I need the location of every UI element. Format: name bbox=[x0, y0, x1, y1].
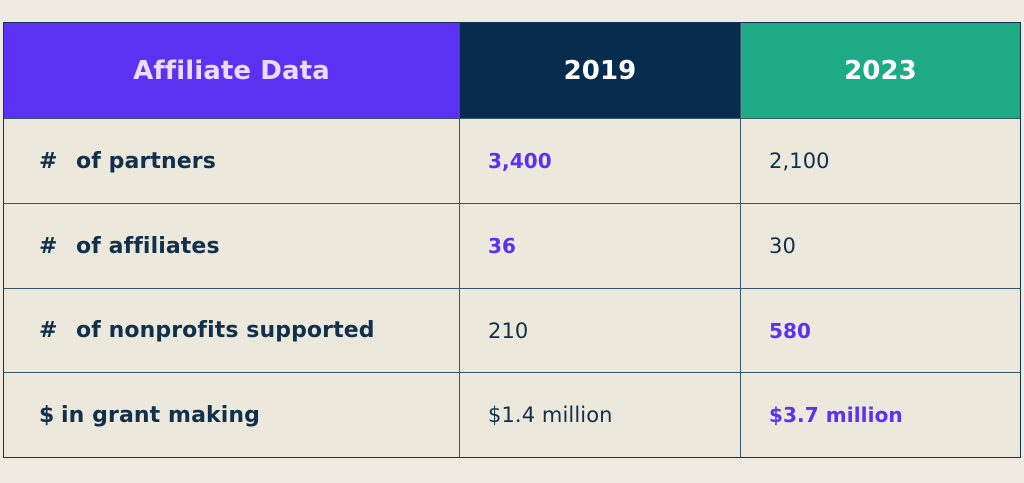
hash-symbol: # bbox=[39, 148, 58, 174]
value-partners-2023: 2,100 bbox=[741, 119, 1020, 204]
value-text: 210 bbox=[488, 318, 529, 343]
header-2019: 2019 bbox=[460, 23, 741, 119]
header-2023: 2023 bbox=[741, 23, 1020, 119]
value-affiliates-2019: 36 bbox=[460, 204, 741, 289]
value-nonprofits-2023: 580 bbox=[741, 289, 1020, 373]
row-label-text: of affiliates bbox=[76, 233, 220, 259]
row-label-grant-making: $ in grant making bbox=[4, 373, 460, 457]
hash-symbol: # bbox=[39, 318, 58, 343]
value-grant-making-2023: $3.7 million bbox=[741, 373, 1020, 457]
value-affiliates-2023: 30 bbox=[741, 204, 1020, 289]
value-partners-2019: 3,400 bbox=[460, 119, 741, 204]
value-text: 3,400 bbox=[488, 149, 552, 173]
row-label-text: of partners bbox=[76, 148, 216, 174]
dollar-symbol: $ bbox=[39, 402, 55, 428]
row-label-nonprofits: # of nonprofits supported bbox=[4, 289, 460, 373]
affiliate-data-table: Affiliate Data 2019 2023 # of partners 3… bbox=[3, 22, 1021, 458]
value-text: 30 bbox=[769, 234, 796, 258]
header-affiliate-data: Affiliate Data bbox=[4, 23, 460, 119]
value-text: 36 bbox=[488, 234, 517, 258]
value-text: $1.4 million bbox=[488, 403, 613, 427]
value-text: 580 bbox=[769, 318, 812, 343]
row-label-affiliates: # of affiliates bbox=[4, 204, 460, 289]
header-2023-label: 2023 bbox=[844, 55, 917, 86]
header-affiliate-data-label: Affiliate Data bbox=[133, 55, 330, 86]
row-label-partners: # of partners bbox=[4, 119, 460, 204]
row-label-text: in grant making bbox=[61, 402, 260, 428]
hash-symbol: # bbox=[39, 233, 58, 259]
value-grant-making-2019: $1.4 million bbox=[460, 373, 741, 457]
header-2019-label: 2019 bbox=[563, 55, 637, 86]
value-nonprofits-2019: 210 bbox=[460, 289, 741, 373]
row-label-text: of nonprofits supported bbox=[76, 318, 375, 343]
value-text: 2,100 bbox=[769, 149, 830, 173]
value-text: $3.7 million bbox=[769, 403, 903, 427]
